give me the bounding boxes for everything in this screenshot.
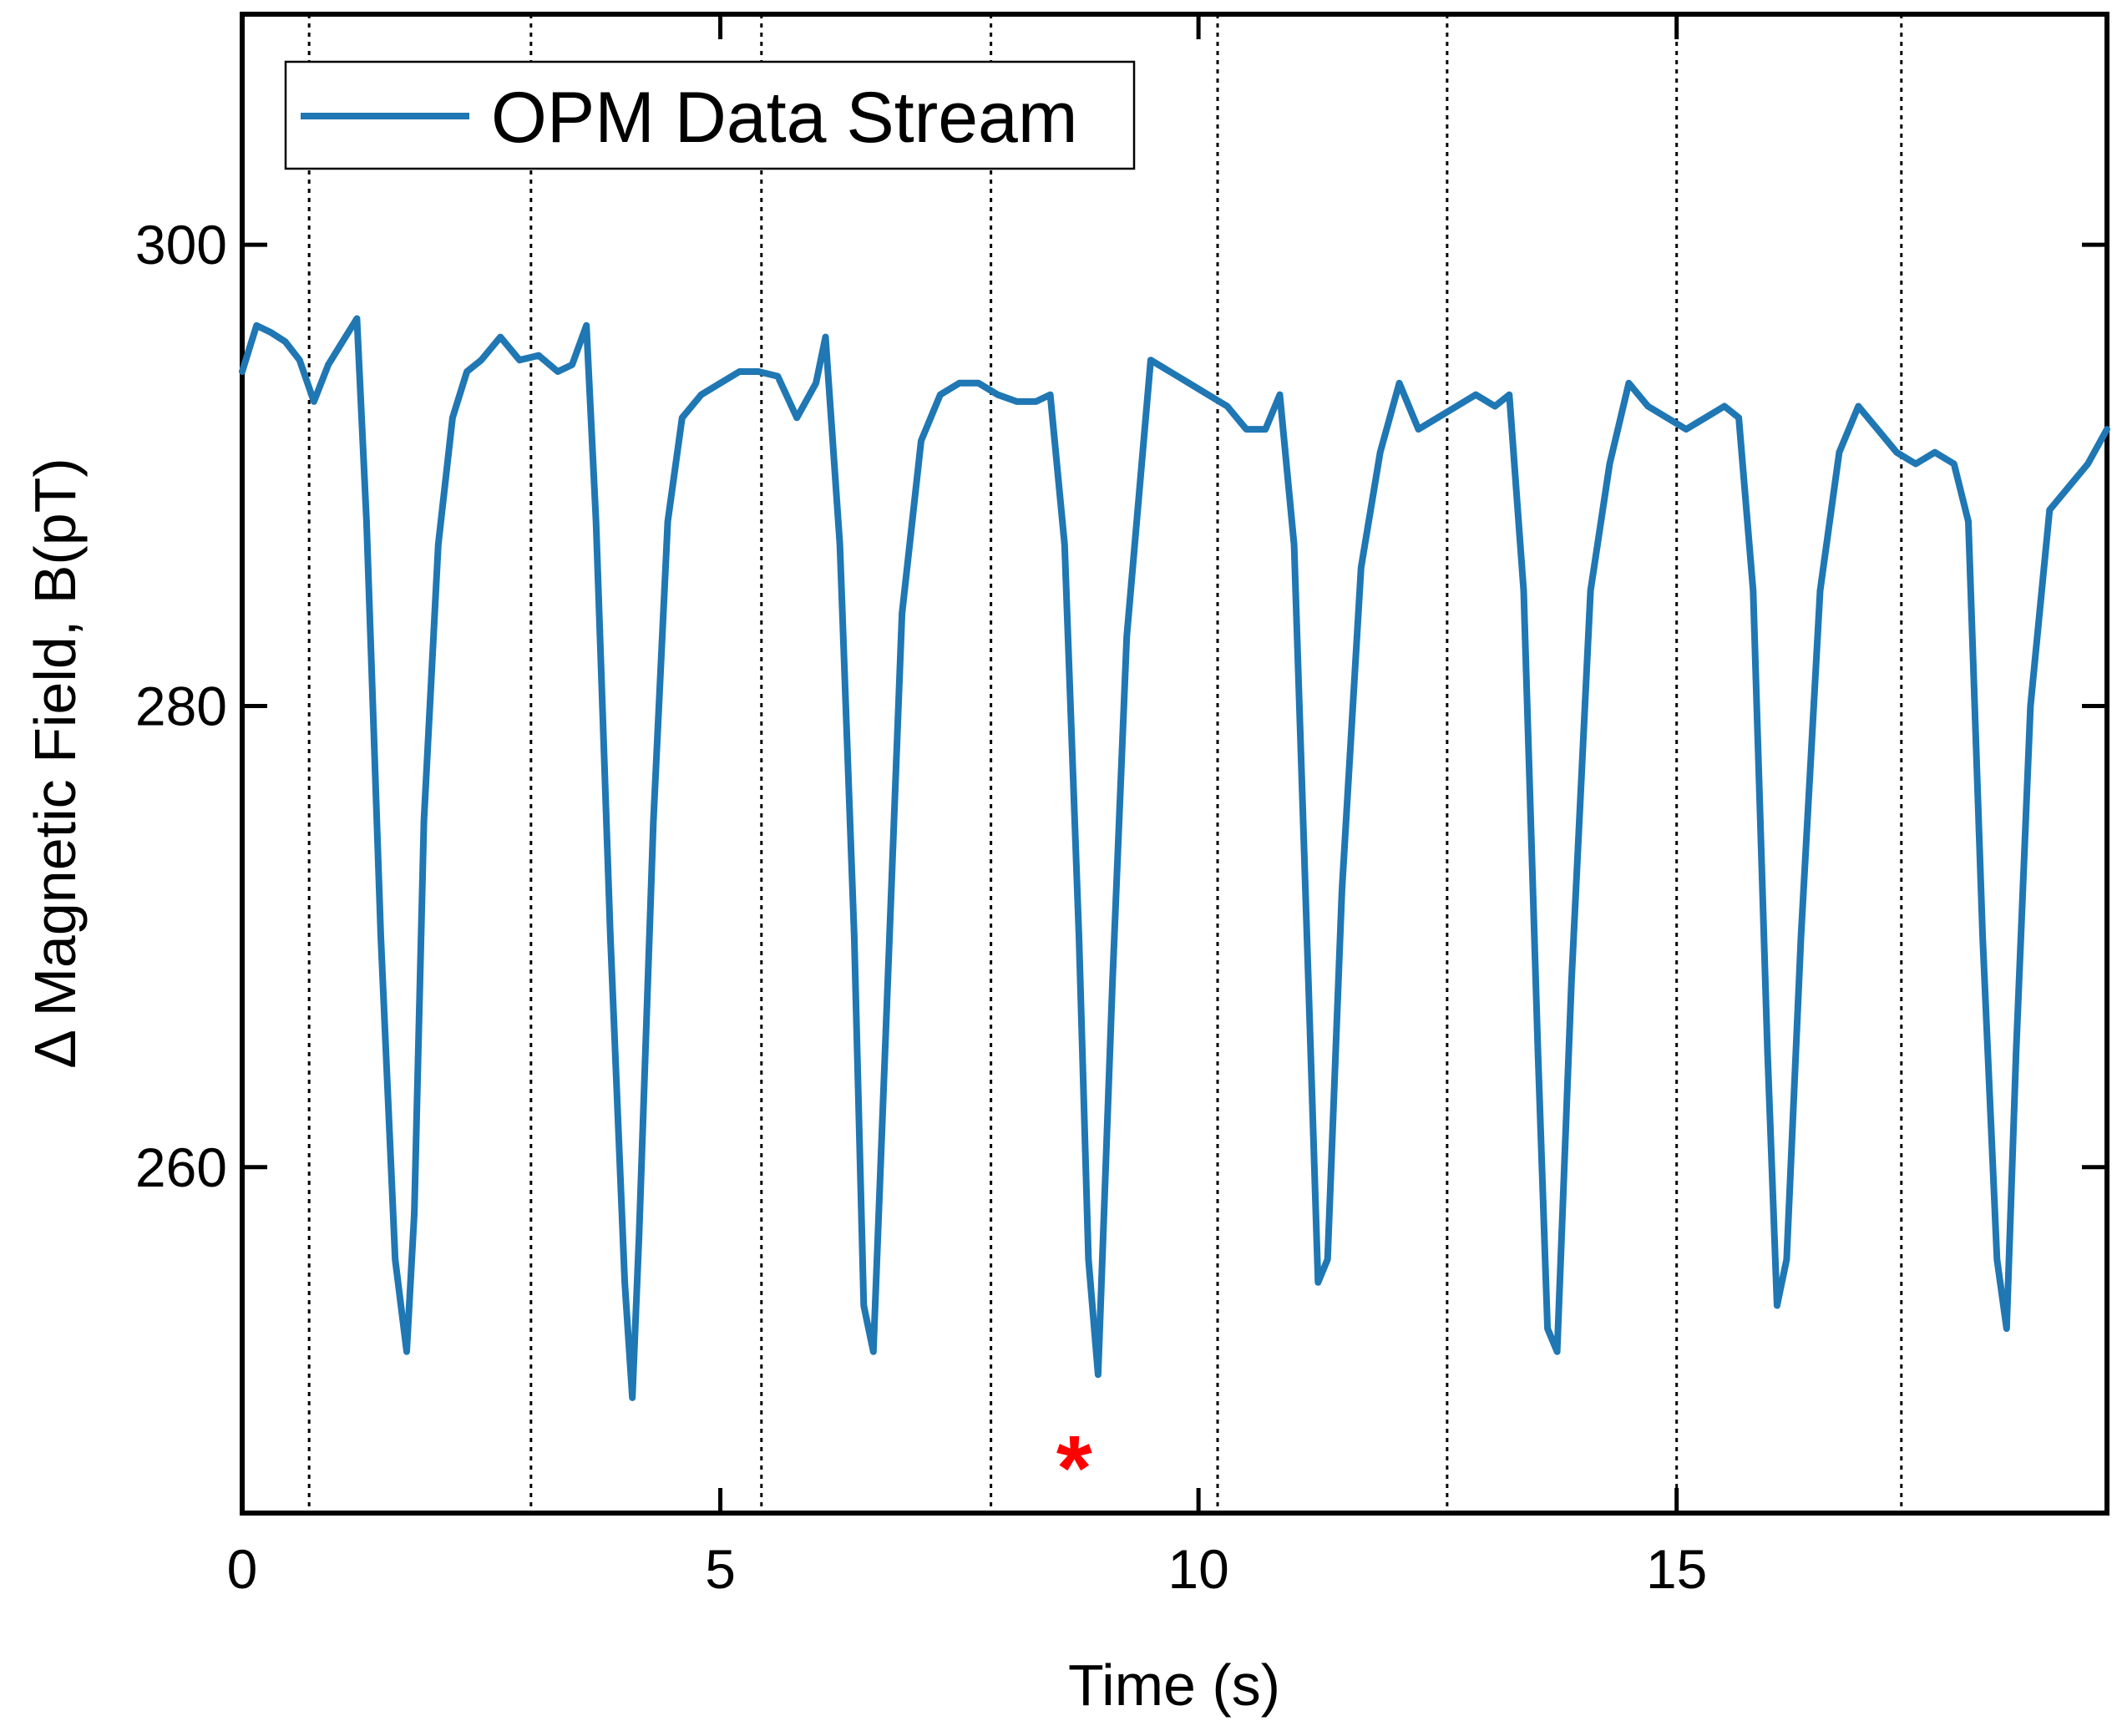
annotations: * bbox=[1056, 1417, 1092, 1520]
y-axis-label: Δ Magnetic Field, B(pT) bbox=[23, 458, 88, 1068]
annotation-asterisk: * bbox=[1056, 1417, 1092, 1520]
vertical-marker-lines bbox=[307, 14, 1903, 1513]
x-axis-ticks: 0 5 10 15 bbox=[227, 14, 1707, 1600]
y-axis-ticks: 260 280 300 bbox=[135, 214, 2107, 1198]
x-tick-label-15: 15 bbox=[1646, 1538, 1707, 1600]
series-line-opm-data-stream bbox=[239, 315, 2110, 1401]
x-axis-label: Time (s) bbox=[1068, 1652, 1280, 1718]
legend-label: OPM Data Stream bbox=[491, 78, 1078, 158]
x-tick-label-0: 0 bbox=[227, 1538, 258, 1600]
plot-frame bbox=[240, 12, 2109, 1516]
x-tick-label-5: 5 bbox=[705, 1538, 736, 1600]
y-tick-label-300: 300 bbox=[135, 214, 227, 276]
y-tick-label-260: 260 bbox=[135, 1136, 227, 1198]
x-tick-label-10: 10 bbox=[1167, 1538, 1228, 1600]
legend: OPM Data Stream bbox=[284, 60, 1136, 170]
y-tick-label-280: 280 bbox=[135, 675, 227, 736]
